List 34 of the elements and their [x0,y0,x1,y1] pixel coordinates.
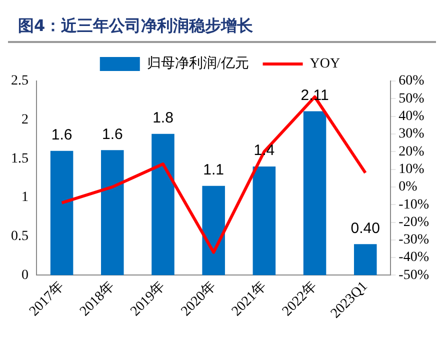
y2-tick-label: -50% [398,268,430,283]
chart-title: 图4：近三年公司净利润稳步增长 [8,8,436,43]
y-tick-label: 1 [22,190,28,206]
y2-tick-label: -40% [398,250,430,266]
y2-tick-label: 0% [398,180,418,195]
legend-label: 归母净利润/亿元 [146,56,249,72]
data-label: 1.6 [102,126,123,143]
data-label: 2.11 [300,86,329,104]
y2-tick-label: -30% [398,232,430,248]
y-tick-label: 2 [22,112,28,128]
bar [303,111,326,276]
data-label: 1.1 [203,162,224,179]
y-tick-label: 2.5 [11,74,28,89]
bar [252,166,276,276]
data-label: 1.8 [152,109,174,126]
bar [152,134,174,276]
y-tick-label: 0.5 [11,229,28,244]
bar [354,244,377,276]
legend-label: YOY [310,56,340,72]
bar [101,150,124,276]
y2-tick-label: -20% [398,214,430,230]
y2-tick-label: 10% [398,162,425,177]
y2-tick-label: 40% [398,108,425,124]
y-tick-label: 0 [22,268,28,283]
y-tick-label: 1.5 [11,151,28,166]
y2-tick-label: 30% [398,126,425,142]
data-label: 1.6 [51,126,72,144]
bar [202,186,225,276]
y2-tick-label: -10% [398,197,430,212]
bar [50,150,74,276]
y2-tick-label: 20% [398,144,425,160]
y2-tick-label: 50% [398,91,425,106]
y2-tick-label: 60% [398,74,425,89]
data-label: 0.40 [350,220,380,237]
